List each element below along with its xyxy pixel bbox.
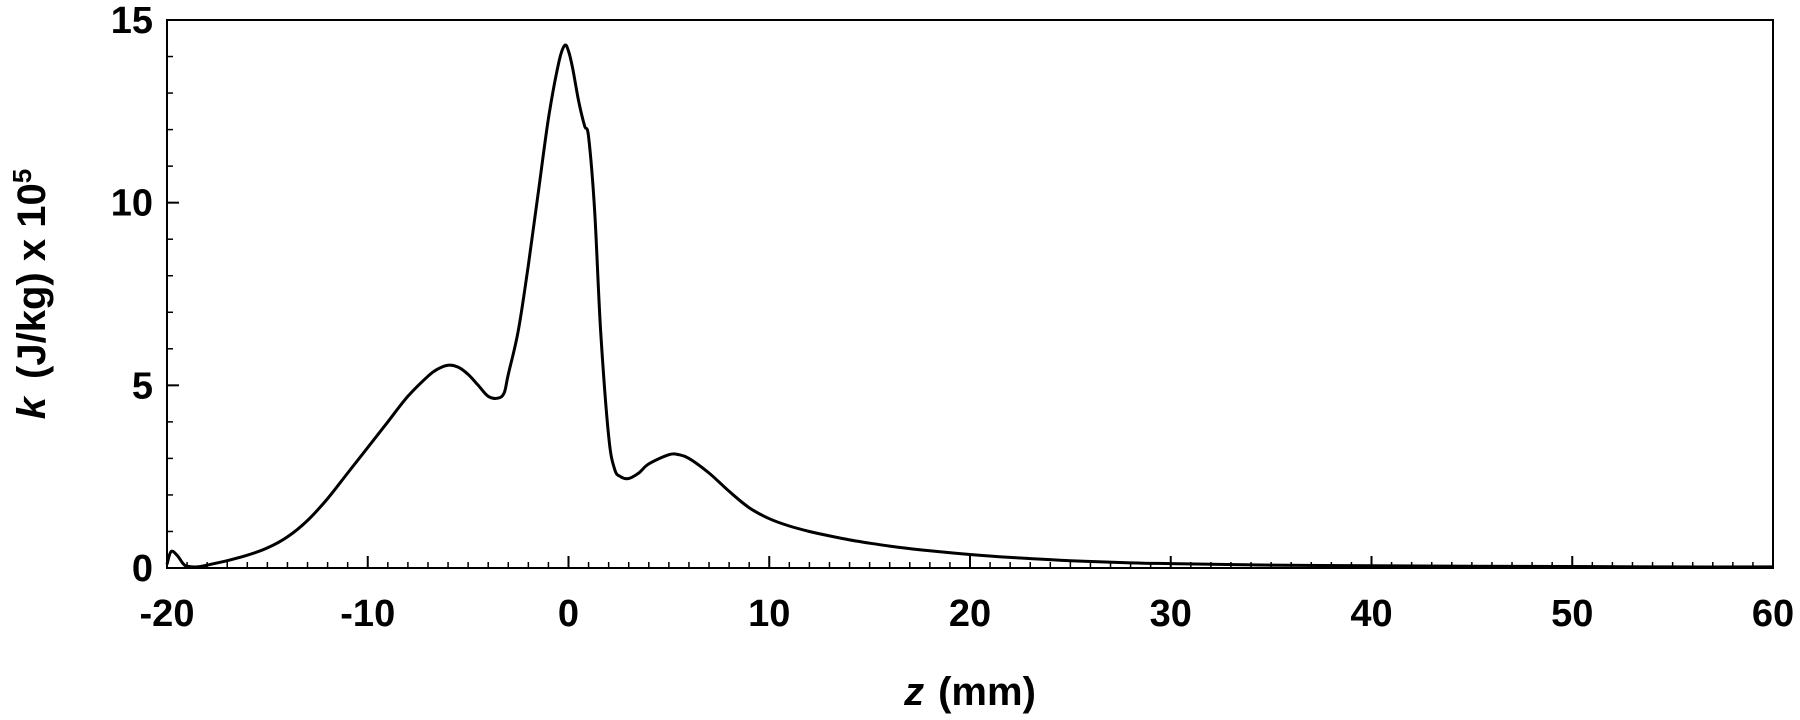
x-tick-label: 40 bbox=[1350, 593, 1392, 635]
x-tick-label: -20 bbox=[140, 593, 195, 635]
y-axis-title: k (J/kg) x 105 bbox=[7, 169, 54, 419]
x-tick-label: 20 bbox=[949, 593, 991, 635]
y-tick-label: 15 bbox=[111, 0, 153, 42]
major-ticks bbox=[166, 19, 1774, 569]
plot-frame bbox=[166, 19, 1774, 569]
y-tick-labels: 0 5 10 15 bbox=[111, 0, 153, 590]
minor-ticks bbox=[166, 19, 1774, 569]
y-axis-symbol: k bbox=[10, 395, 54, 419]
y-axis-units: (J/kg) x 10 bbox=[10, 183, 54, 379]
x-tick-label: -10 bbox=[340, 593, 395, 635]
x-tick-label: 0 bbox=[558, 593, 579, 635]
x-tick-label: 60 bbox=[1752, 593, 1794, 635]
x-tick-labels: -20 -10 0 10 20 30 40 50 60 bbox=[140, 593, 1795, 635]
y-tick-label: 5 bbox=[132, 365, 153, 407]
y-tick-label: 0 bbox=[132, 548, 153, 590]
y-tick-label: 10 bbox=[111, 183, 153, 225]
series-line bbox=[165, 43, 1774, 569]
x-axis-symbol: z bbox=[903, 670, 924, 714]
x-axis-title: z (mm) bbox=[903, 670, 1036, 714]
x-tick-label: 30 bbox=[1150, 593, 1192, 635]
x-axis-units: (mm) bbox=[938, 670, 1036, 714]
x-tick-label: 10 bbox=[748, 593, 790, 635]
y-axis-exponent: 5 bbox=[7, 169, 37, 183]
x-tick-label: 50 bbox=[1551, 593, 1593, 635]
